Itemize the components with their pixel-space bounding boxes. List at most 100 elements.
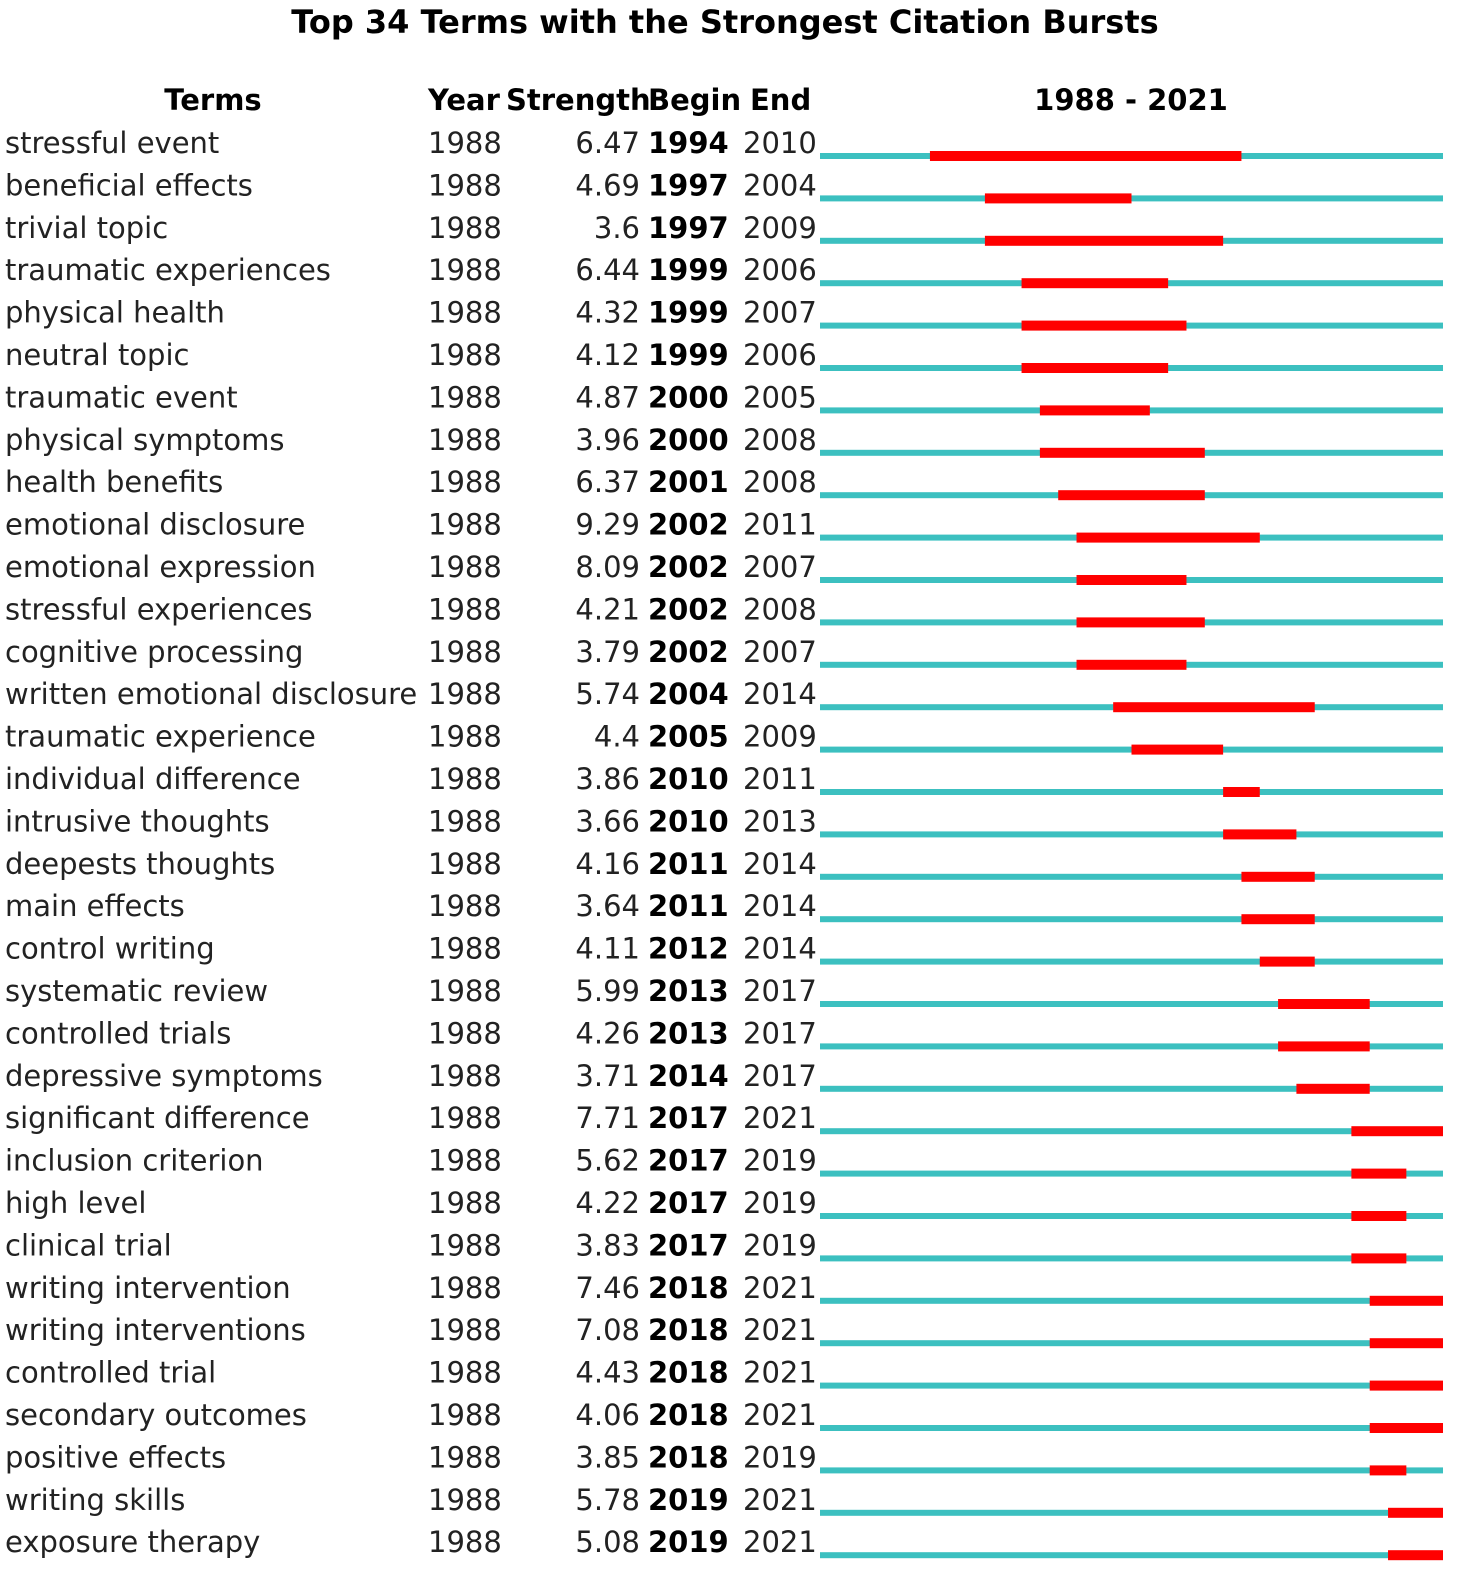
- begin: 2013: [648, 974, 729, 1008]
- strength: 3.83: [575, 1228, 640, 1262]
- strength: 4.26: [575, 1016, 640, 1050]
- term: exposure therapy: [5, 1525, 260, 1559]
- end: 2009: [743, 720, 817, 754]
- year: 1988: [428, 1271, 502, 1305]
- end: 2011: [743, 762, 817, 796]
- burst: [984, 235, 1224, 246]
- end: 2017: [743, 1059, 817, 1093]
- end: 2021: [743, 1356, 817, 1390]
- strength: 3.96: [575, 423, 640, 457]
- strength: 4.32: [575, 296, 640, 330]
- end: 2004: [743, 168, 817, 202]
- year: 1988: [428, 465, 502, 499]
- end: 2014: [743, 677, 817, 711]
- term: significant difference: [5, 1101, 310, 1135]
- strength: 3.6: [594, 211, 640, 245]
- timeline: [820, 789, 1443, 795]
- term: physical health: [5, 296, 225, 330]
- burst: [1223, 829, 1297, 840]
- term: writing intervention: [5, 1271, 291, 1305]
- term: trivial topic: [5, 211, 168, 245]
- year: 1988: [428, 423, 502, 457]
- term: traumatic event: [5, 380, 238, 414]
- end: 2014: [743, 847, 817, 881]
- begin: 2014: [648, 1059, 729, 1093]
- begin: 1997: [648, 168, 729, 202]
- timeline: [820, 1425, 1443, 1431]
- term: depressive symptoms: [5, 1059, 323, 1093]
- begin: 2000: [648, 380, 729, 414]
- timeline: [820, 1043, 1443, 1050]
- strength: 7.71: [575, 1101, 640, 1135]
- end: 2007: [743, 296, 817, 330]
- column-header: Begin: [648, 83, 741, 117]
- year: 1988: [428, 253, 502, 287]
- end: 2021: [743, 1313, 817, 1347]
- begin: 2004: [648, 677, 729, 711]
- term: control writing: [5, 932, 215, 966]
- strength: 3.85: [575, 1440, 640, 1474]
- year: 1988: [428, 296, 502, 330]
- column-header: Year: [427, 83, 501, 117]
- year: 1988: [428, 1101, 502, 1135]
- burst: [1076, 617, 1205, 628]
- begin: 2019: [648, 1525, 729, 1559]
- burst: [1021, 320, 1187, 331]
- begin: 2018: [648, 1313, 729, 1347]
- begin: 2013: [648, 1016, 729, 1050]
- begin: 2002: [648, 635, 729, 669]
- timeline: [820, 1382, 1443, 1389]
- year: 1988: [428, 1186, 502, 1220]
- term: stressful event: [5, 126, 219, 160]
- strength: 6.37: [575, 465, 640, 499]
- year: 1988: [428, 592, 502, 626]
- begin: 2010: [648, 762, 729, 796]
- year: 1988: [428, 974, 502, 1008]
- burst: [1113, 702, 1315, 713]
- strength: 4.21: [575, 592, 640, 626]
- burst: [1076, 659, 1187, 670]
- strength: 4.69: [575, 168, 640, 202]
- timeline: [820, 1170, 1443, 1177]
- end: 2021: [743, 1398, 817, 1432]
- end: 2008: [743, 423, 817, 457]
- begin: 1999: [648, 253, 729, 287]
- timeline: [820, 1001, 1443, 1007]
- burst: [1278, 1041, 1370, 1052]
- strength: 4.12: [575, 338, 640, 372]
- strength: 4.4: [594, 720, 640, 754]
- burst: [1351, 1211, 1407, 1221]
- end: 2019: [743, 1228, 817, 1262]
- begin: 2017: [648, 1144, 729, 1178]
- term: secondary outcomes: [5, 1398, 307, 1432]
- year: 1988: [428, 1313, 502, 1347]
- burst: [1039, 447, 1205, 458]
- timeline: [820, 1128, 1443, 1135]
- burst: [1076, 532, 1260, 543]
- year: 1988: [428, 1525, 502, 1559]
- year: 1988: [428, 1398, 502, 1432]
- begin: 2011: [648, 889, 729, 923]
- begin: 2018: [648, 1440, 729, 1474]
- term: high level: [5, 1186, 146, 1220]
- burst: [1223, 787, 1260, 797]
- end: 2019: [743, 1144, 817, 1178]
- begin: 2002: [648, 550, 729, 584]
- end: 2014: [743, 932, 817, 966]
- begin: 2002: [648, 508, 729, 542]
- year: 1988: [428, 1228, 502, 1262]
- timeline: [820, 1509, 1443, 1516]
- burst: [1241, 914, 1315, 925]
- burst: [984, 193, 1132, 204]
- begin: 2018: [648, 1398, 729, 1432]
- year: 1988: [428, 380, 502, 414]
- strength: 4.06: [575, 1398, 640, 1432]
- term: systematic review: [5, 974, 268, 1008]
- burst: [1351, 1168, 1407, 1179]
- burst: [1021, 278, 1169, 289]
- burst: [1351, 1126, 1443, 1137]
- year: 1988: [428, 1059, 502, 1093]
- strength: 3.64: [575, 889, 640, 923]
- term: cognitive processing: [5, 635, 303, 669]
